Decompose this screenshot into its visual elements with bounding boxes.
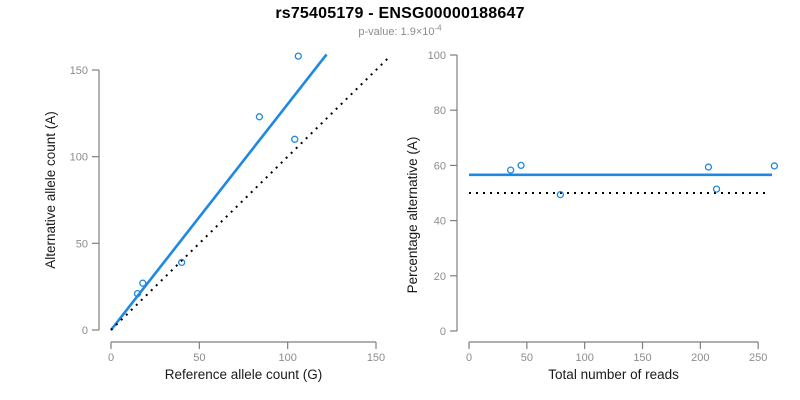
data-point: [139, 279, 147, 287]
identity-line: [110, 57, 390, 331]
data-point: [255, 113, 264, 121]
x-axis-title: Total number of reads: [548, 367, 679, 382]
y-tick-label: 100: [70, 152, 88, 164]
x-tick-label: 0: [466, 352, 472, 364]
regression-line: [109, 53, 328, 331]
y-axis-title: Alternative allele count (A): [43, 111, 58, 269]
x-tick-label: 0: [108, 352, 114, 364]
x-tick-label: 100: [278, 352, 296, 364]
x-tick-label: 250: [749, 352, 767, 364]
data-point: [291, 135, 299, 143]
data-point: [517, 161, 525, 170]
data-point: [506, 166, 515, 174]
y-tick-label: 150: [70, 65, 88, 77]
x-tick-label: 50: [521, 352, 533, 364]
data-point: [770, 162, 779, 170]
y-tick-label: 0: [82, 325, 88, 337]
x-axis-title: Reference allele count (G): [165, 367, 323, 382]
y-tick-label: 60: [434, 160, 446, 172]
left-plot-panel: 0 50 100 150 0 50 100 150 Reference allele count…: [43, 52, 390, 382]
y-tick-label: 50: [76, 238, 88, 250]
y-axis-title: Percentage alternative (A): [405, 137, 420, 294]
x-tick-label: 150: [367, 352, 385, 364]
data-point: [556, 191, 565, 199]
data-point: [294, 52, 302, 60]
y-tick-label: 40: [434, 216, 446, 228]
y-tick-label: 100: [428, 50, 446, 62]
data-point: [704, 163, 713, 171]
x-tick-label: 50: [193, 352, 205, 364]
y-tick-label: 80: [434, 105, 446, 117]
y-tick-label: 0: [440, 326, 446, 338]
y-tick-label: 20: [434, 271, 446, 283]
x-tick-label: 200: [691, 352, 709, 364]
data-point: [712, 185, 721, 193]
x-tick-label: 100: [575, 352, 593, 364]
data-point: [178, 258, 186, 267]
x-tick-label: 150: [633, 352, 651, 364]
right-plot-panel: 0 20 40 60 80 100 0 50 100 150 200 250 Total number …: [405, 50, 779, 382]
data-point: [133, 289, 142, 298]
